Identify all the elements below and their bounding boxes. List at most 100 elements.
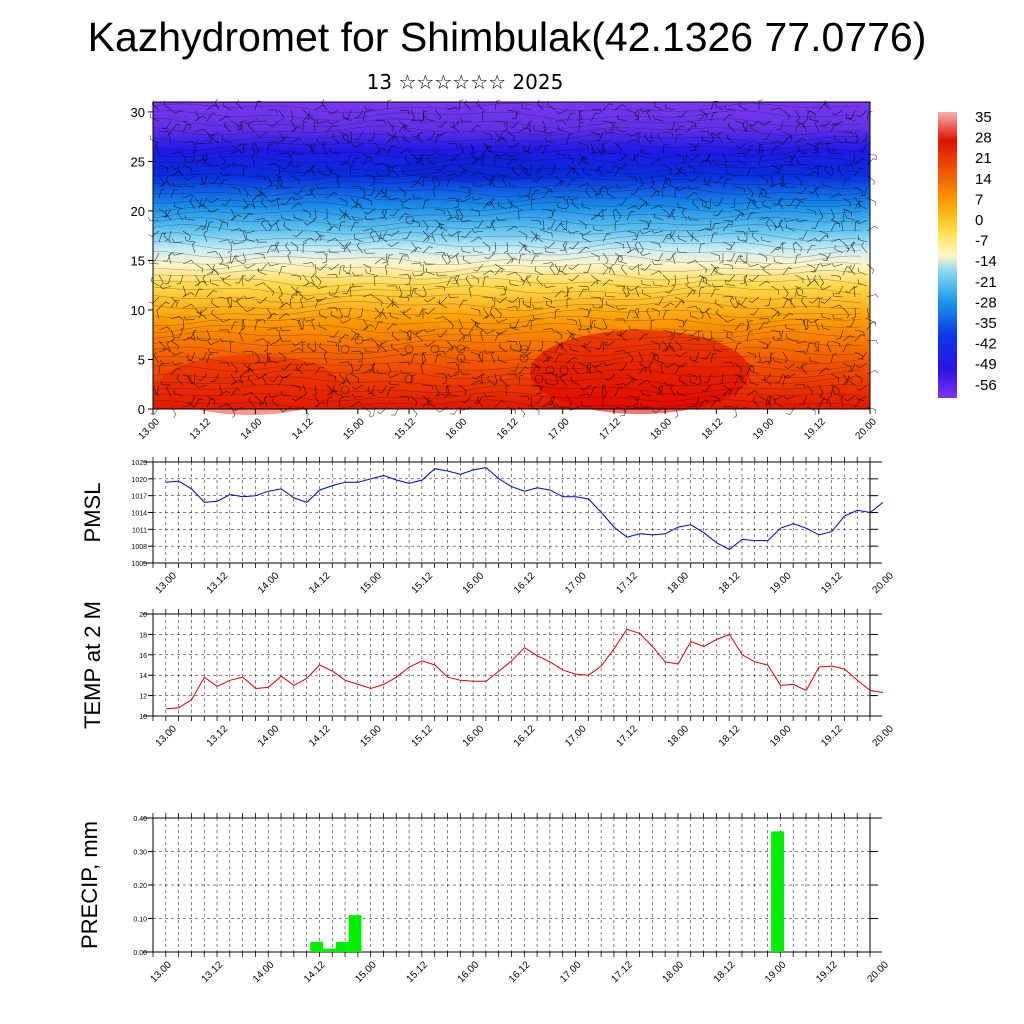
wind-barb	[537, 340, 544, 352]
wind-barb	[602, 263, 611, 274]
wind-barb	[858, 201, 868, 210]
wind-barb	[458, 299, 468, 309]
y-tick-label: 1023	[131, 460, 147, 467]
wind-barb	[749, 378, 760, 386]
wind-barb	[358, 351, 364, 363]
wind-barb	[782, 242, 787, 254]
wind-barb	[794, 318, 806, 325]
wind-barb	[398, 124, 409, 133]
wind-barb	[266, 184, 279, 189]
wind-barb	[773, 257, 784, 265]
wind-barb	[530, 406, 540, 415]
wind-barb	[566, 333, 577, 342]
wind-barb	[351, 142, 364, 148]
wind-barb	[435, 131, 448, 137]
wind-barb	[855, 395, 868, 401]
wind-barb	[386, 285, 398, 290]
wind-barb	[566, 153, 574, 165]
wind-barb	[578, 156, 588, 166]
wind-barb	[460, 358, 472, 364]
grid	[153, 613, 870, 717]
wind-barb	[339, 318, 352, 324]
wind-barb	[782, 153, 792, 161]
x-tick-label: 19.12	[814, 959, 840, 985]
wind-barb	[218, 179, 229, 188]
precip-bar	[310, 941, 324, 952]
wind-barb	[278, 376, 288, 386]
wind-barb	[423, 152, 436, 157]
wind-barb	[506, 257, 518, 265]
wind-barb	[681, 153, 688, 164]
wind-barb	[326, 340, 337, 347]
wind-barb	[458, 142, 464, 155]
colorbar-label: -28	[975, 294, 997, 311]
wind-barb	[343, 266, 352, 276]
wind-barb	[713, 175, 724, 184]
wind-barb	[532, 314, 544, 320]
y-tick-label: 0.00	[133, 950, 147, 957]
wind-barb	[422, 285, 427, 298]
wind-barb	[266, 163, 279, 167]
wind-barb	[554, 290, 566, 298]
wind-barb	[410, 354, 419, 364]
wind-barb	[794, 285, 804, 295]
wind-barb	[398, 109, 410, 115]
wind-barb	[555, 109, 568, 115]
wind-barb	[842, 209, 849, 221]
wind-barb	[254, 362, 266, 367]
y-tick-label: 1014	[131, 511, 147, 518]
wind-barb	[351, 384, 364, 390]
wind-barb	[566, 297, 571, 308]
contour-line	[152, 125, 862, 136]
wind-barb	[542, 401, 554, 408]
wind-barb	[710, 222, 720, 232]
wind-barb	[238, 329, 244, 342]
wind-barb	[798, 146, 808, 155]
wind-barb	[545, 379, 556, 386]
wind-barb	[592, 304, 604, 309]
wind-barb	[254, 351, 261, 363]
wind-barb	[612, 208, 617, 221]
wind-barb	[834, 245, 844, 254]
wind-barb	[686, 373, 697, 380]
wind-barb	[473, 247, 484, 254]
wind-barb	[821, 312, 832, 320]
colorbar-label: -14	[975, 253, 997, 270]
wind-barb	[351, 393, 364, 398]
wind-barb	[866, 263, 875, 274]
wind-barb	[606, 300, 616, 309]
wind-barb	[278, 152, 291, 157]
wind-barb	[844, 138, 856, 144]
wind-barb	[242, 252, 247, 265]
x-tick-label: 15.12	[410, 570, 436, 596]
wind-barb	[187, 329, 196, 339]
wind-barb	[182, 337, 195, 342]
wind-barb	[794, 137, 806, 144]
wind-barb	[369, 175, 376, 186]
wind-barb	[530, 189, 540, 199]
wind-barb	[218, 329, 230, 334]
x-tick-label: 17.00	[546, 416, 572, 442]
wind-barb	[446, 197, 458, 203]
wind-barb	[648, 362, 653, 375]
wind-barb	[267, 197, 280, 203]
wind-barb	[854, 373, 863, 384]
wind-barb	[638, 132, 643, 144]
wind-barb	[783, 218, 796, 222]
wind-barb	[614, 255, 623, 265]
wind-barb	[542, 296, 552, 305]
wind-barb	[819, 262, 832, 267]
wind-barb	[446, 362, 458, 367]
wind-barb	[251, 142, 256, 155]
wind-barb	[578, 142, 589, 150]
wind-barb	[459, 217, 472, 222]
wind-barb	[508, 181, 520, 188]
wind-barb	[722, 388, 733, 397]
x-tick-label: 15.00	[358, 723, 384, 749]
wind-barb	[602, 384, 608, 397]
wind-barb	[329, 147, 340, 155]
wind-barb	[679, 376, 688, 386]
wind-barb	[797, 291, 808, 298]
wind-barb	[266, 141, 279, 146]
